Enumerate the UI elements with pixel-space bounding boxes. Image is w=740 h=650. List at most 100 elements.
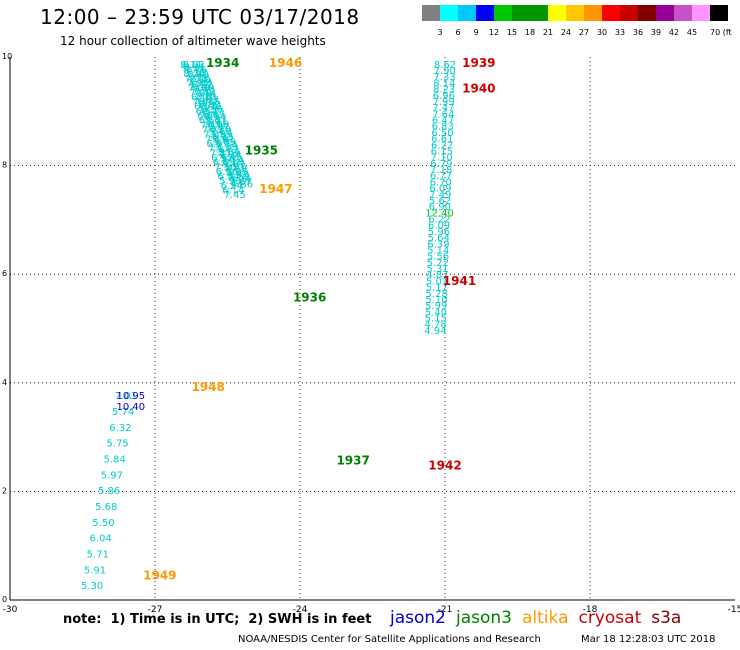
- y-tick-label: 4: [2, 378, 7, 387]
- x-tick-label: -30: [3, 605, 18, 615]
- colorbar-label: 33: [615, 28, 625, 37]
- swh-value-label: 5.89: [214, 137, 236, 148]
- chart-subtitle: 12 hour collection of altimeter wave hei…: [60, 34, 326, 48]
- colorbar-swatch: [566, 5, 584, 21]
- swh-value-label: 6.04: [89, 534, 111, 545]
- swh-value-label: 7.72: [202, 125, 224, 136]
- swh-value-label: 6.39: [427, 239, 449, 250]
- swh-value-label: 7.49: [429, 190, 451, 201]
- y-tick-label: 2: [2, 486, 7, 495]
- swh-value-label: 7.33: [185, 74, 207, 85]
- swh-value-label: 5.84: [104, 454, 126, 465]
- colorbar-swatch: [674, 5, 692, 21]
- colorbar-label: 36: [633, 28, 643, 37]
- swh-value-label: 5.68: [210, 127, 232, 138]
- swh-value-label: 5.99: [219, 176, 241, 187]
- colorbar-swatch: [602, 5, 620, 21]
- swh-value-label: 6.79: [430, 159, 452, 170]
- swh-value-label: 6.61: [431, 134, 453, 145]
- pass-number-label: 1934: [206, 56, 239, 70]
- colorbar-label: 9: [473, 28, 478, 37]
- swh-value-label: 6.50: [431, 128, 453, 139]
- timestamp-text: Mar 18 12:28:03 UTC 2018: [581, 634, 716, 645]
- colorbar-label: 6: [455, 28, 460, 37]
- swh-value-label: 4.58: [228, 172, 250, 183]
- swh-value-label: 6.22: [431, 140, 453, 151]
- swh-value-label: 7.05: [203, 130, 225, 141]
- swh-value-label: 6.09: [429, 184, 451, 195]
- swh-value-label: 5.77: [217, 144, 239, 155]
- colorbar-swatch: [584, 5, 602, 21]
- swh-value-label: 7.45: [193, 97, 215, 108]
- colorbar-label: 42: [669, 28, 679, 37]
- swh-value-label: 6.69: [213, 158, 235, 169]
- swh-value-label: 5.15: [425, 314, 447, 325]
- x-tick-label: -15: [728, 605, 740, 615]
- swh-value-label: 7.76: [185, 65, 207, 76]
- swh-value-label: 6.90: [429, 202, 451, 213]
- chart-title: 12:00 – 23:59 UTC 03/17/2018: [40, 5, 360, 29]
- swh-value-label: 5.01: [426, 276, 448, 287]
- pass-number-label: 1948: [191, 380, 224, 394]
- y-tick-label: 6: [2, 269, 7, 278]
- swh-value-label: 7.19: [190, 77, 212, 88]
- swh-value-label: 8.23: [433, 85, 455, 96]
- swh-value-label: 7.64: [432, 109, 454, 120]
- swh-value-label: 6.34: [217, 172, 239, 183]
- swh-value-label: 5.10: [425, 295, 447, 306]
- swh-value-label: 7.11: [195, 90, 217, 101]
- legend-item: altika: [522, 608, 569, 628]
- swh-value-label: 7.10: [430, 153, 452, 164]
- pass-number-label: 1937: [336, 453, 369, 467]
- colorbar-swatch: [620, 5, 638, 21]
- y-tick-label: 0: [2, 595, 7, 604]
- swh-value-label: 5.97: [208, 122, 230, 133]
- swh-value-label: 8.02: [183, 60, 205, 71]
- colorbar-swatch: [710, 5, 728, 21]
- swh-value-label: 6.22: [191, 80, 213, 91]
- swh-value-label: 5.65: [211, 130, 233, 141]
- colorbar-label: 12: [489, 28, 499, 37]
- swh-value-label: 5.50: [92, 518, 114, 529]
- swh-value-label: 4.86: [231, 179, 253, 190]
- satellite-legend: jason2 jason3 altika cryosat s3a: [390, 608, 691, 628]
- swh-value-label: 4.87: [426, 270, 448, 281]
- colorbar-swatch: [692, 5, 710, 21]
- swh-value-label: 7.18: [430, 165, 452, 176]
- colorbar-label: 30: [597, 28, 607, 37]
- swh-value-label: 6.77: [430, 171, 452, 182]
- colorbar-label: 70 (ft): [710, 28, 732, 37]
- colorbar-swatch: [476, 5, 494, 21]
- pass-number-label: 1947: [259, 182, 292, 196]
- colorbar-swatch: [656, 5, 674, 21]
- credit-text: NOAA/NESDIS Center for Satellite Applica…: [238, 634, 541, 645]
- swh-value-label: 5.31: [426, 264, 448, 275]
- swh-value-label: 5.30: [221, 154, 243, 165]
- swh-value-label: 5.75: [106, 439, 128, 450]
- swh-value-label: 5.86: [98, 486, 120, 497]
- swh-value-label: 6.80: [199, 100, 221, 111]
- colorbar-swatch: [548, 5, 566, 21]
- swh-value-label: 6.57: [196, 106, 218, 117]
- swh-value-label: 6.01: [213, 135, 235, 146]
- pass-number-label: 1946: [269, 56, 302, 70]
- swh-value-label: 6.96: [433, 91, 455, 102]
- colorbar-label: 27: [579, 28, 589, 37]
- swh-value-label: 5.56: [427, 252, 449, 263]
- pass-number-label: 1941: [443, 274, 476, 288]
- x-tick-label: -24: [293, 605, 308, 615]
- swh-value-label: 7.22: [188, 72, 210, 83]
- swh-value-label: 5.37: [224, 162, 246, 173]
- swh-value-label: 7.99: [433, 97, 455, 108]
- colorbar-label: 18: [525, 28, 535, 37]
- swh-value-label: 8.24: [183, 69, 205, 80]
- colorbar-label: 3: [437, 28, 442, 37]
- swh-value-label: 5.87: [205, 115, 227, 126]
- swh-value-label: 5.18: [222, 157, 244, 168]
- colorbar-label: 24: [561, 28, 571, 37]
- swh-value-label: 6.97: [207, 139, 229, 150]
- x-tick-label: -18: [583, 605, 598, 615]
- swh-value-label: 6.70: [430, 177, 452, 188]
- swh-value-label: 4.45: [220, 152, 242, 163]
